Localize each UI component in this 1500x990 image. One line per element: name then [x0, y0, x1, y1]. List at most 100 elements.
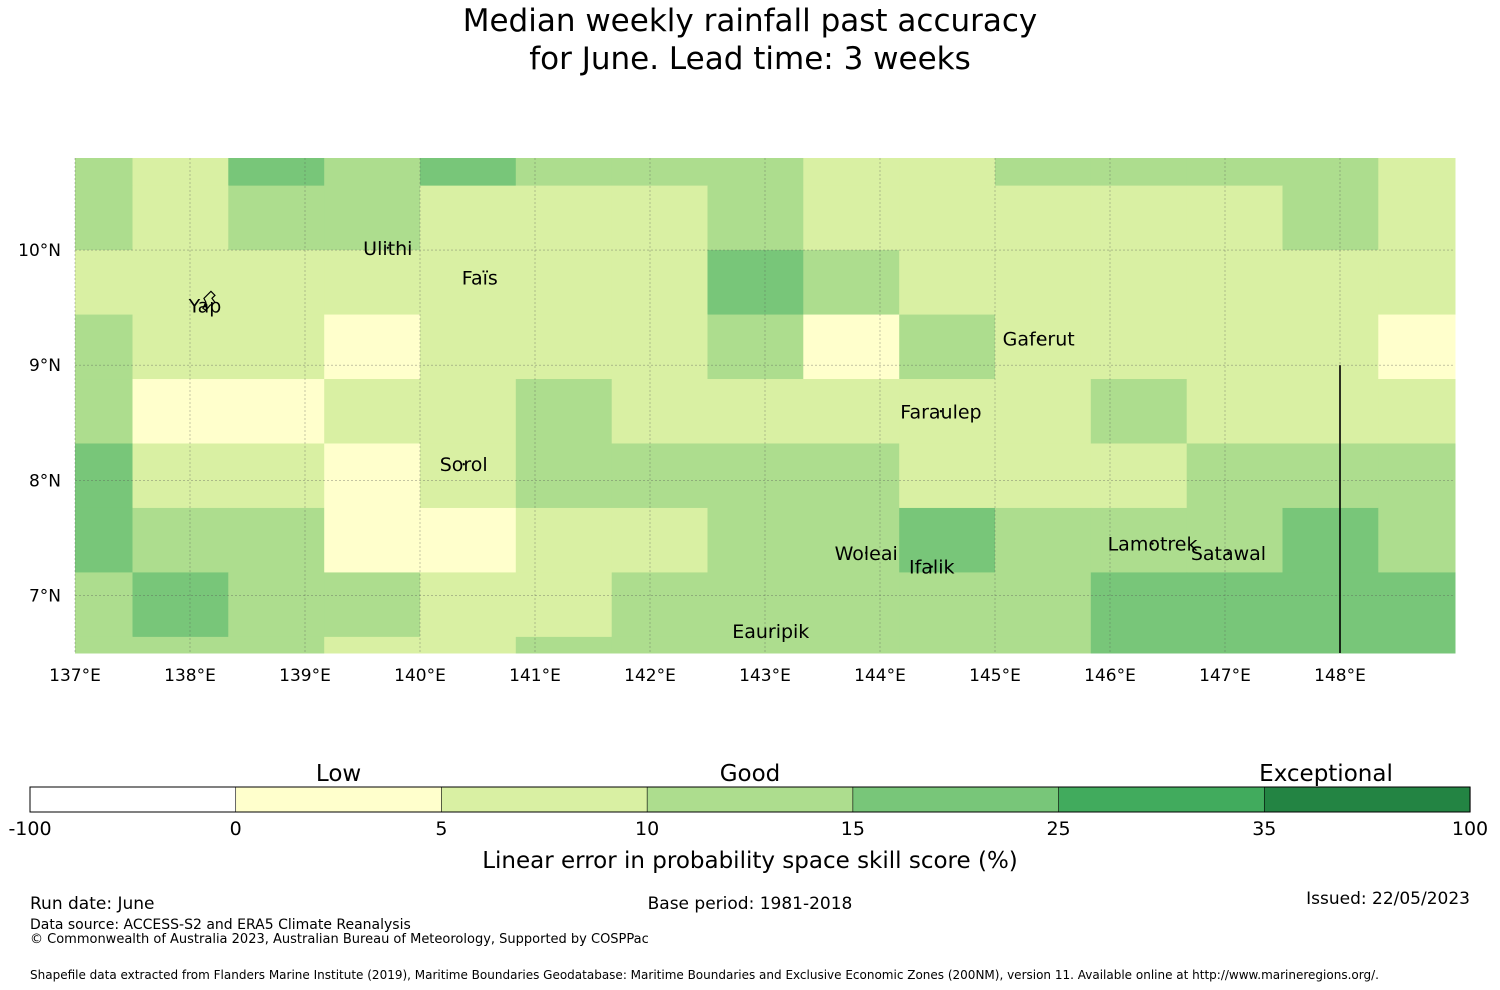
island-dot: [939, 410, 943, 413]
skill-cell: [132, 158, 229, 187]
skill-cell: [707, 250, 804, 316]
skill-cell: [75, 250, 133, 316]
island-dot: [1037, 337, 1040, 340]
skill-cell: [1186, 250, 1283, 316]
skill-cell: [1186, 158, 1283, 187]
skill-cell: [1090, 443, 1188, 509]
chart-title: Median weekly rainfall past accuracy for…: [0, 2, 1500, 78]
skill-cell: [899, 507, 996, 573]
colorbar-tick-label: 100: [1452, 818, 1488, 840]
skill-cell: [1378, 507, 1456, 573]
skill-cell: [995, 636, 1092, 654]
colorbar-tick-label: 35: [1252, 818, 1276, 840]
skill-cell: [420, 250, 517, 316]
skill-cell: [420, 443, 517, 509]
skill-cell: [611, 158, 708, 187]
skill-cell: [899, 250, 996, 316]
skill-cell: [707, 158, 804, 187]
skill-cell: [899, 572, 996, 638]
skill-cell: [1282, 443, 1379, 509]
skill-cell: [1090, 314, 1188, 380]
place-label: Faraulep: [900, 401, 981, 423]
skill-cell: [1186, 185, 1283, 251]
island-dot: [930, 565, 933, 568]
skill-cell: [1378, 250, 1456, 316]
skill-cell: [611, 636, 708, 654]
skill-cell: [228, 185, 325, 251]
colorbar-segment: [29, 786, 237, 813]
skill-cell: [1282, 507, 1379, 573]
lat-tick-label: 10°N: [18, 241, 61, 261]
skill-cell: [228, 443, 325, 509]
skill-cell: [75, 185, 133, 251]
lat-tick-label: 9°N: [29, 356, 61, 376]
skill-cell: [995, 572, 1092, 638]
lon-tick-label: 144°E: [854, 666, 906, 686]
skill-cell: [803, 636, 900, 654]
skill-cell: [324, 636, 421, 654]
skill-cell: [324, 379, 421, 444]
graticule: [74, 158, 1455, 653]
colorbar-segment: [852, 786, 1060, 813]
colorbar-category-label: Good: [720, 761, 781, 787]
lon-tick-label: 140°E: [394, 666, 446, 686]
skill-cell: [995, 507, 1092, 573]
skill-cell: [1090, 185, 1188, 251]
skill-cell: [1378, 379, 1456, 444]
skill-cell: [707, 507, 804, 573]
skill-cell: [1186, 636, 1283, 654]
skill-cell: [515, 443, 613, 509]
skill-cell: [611, 443, 708, 509]
skill-cell: [899, 185, 996, 251]
shapefile-credit: Shapefile data extracted from Flanders M…: [30, 968, 1379, 982]
skill-cell: [1090, 636, 1188, 654]
skill-grid-cells: [75, 158, 1456, 654]
skill-cell: [1378, 572, 1456, 638]
skill-cell: [995, 379, 1092, 444]
island-dot: [478, 276, 481, 279]
skill-cell: [1090, 379, 1188, 444]
skill-cell: [803, 250, 900, 316]
skill-cell: [1378, 158, 1456, 187]
skill-cell: [707, 572, 804, 638]
skill-cell: [1186, 379, 1283, 444]
colorbar-category-label: Low: [316, 761, 361, 787]
island-dot: [1151, 542, 1154, 545]
skill-cell: [995, 158, 1092, 187]
skill-cell: [995, 250, 1092, 316]
skill-cell: [324, 507, 421, 573]
skill-cell: [611, 250, 708, 316]
colorbar-tick-label: 15: [841, 818, 865, 840]
skill-cell: [1378, 185, 1456, 251]
skill-cell: [1282, 185, 1379, 251]
place-label: Gaferut: [1003, 329, 1075, 351]
skill-cell: [228, 314, 325, 380]
skill-cell: [611, 314, 708, 380]
skill-cell: [707, 314, 804, 380]
skill-cell: [1090, 507, 1188, 573]
skill-cell: [228, 636, 325, 654]
place-label: Sorol: [440, 454, 488, 476]
base-period: Base period: 1981-2018: [647, 894, 853, 914]
skill-cell: [611, 507, 708, 573]
run-date: Run date: June: [30, 894, 155, 914]
colorbar-segment: [646, 786, 854, 813]
colorbar: -100 0 5 10 15 25 35 100 Low Good Exceptional Linea…: [8, 761, 1488, 874]
skill-cell: [420, 185, 517, 251]
lon-tick-label: 143°E: [739, 666, 791, 686]
island-markers: [202, 246, 1230, 633]
skill-cell: [515, 636, 613, 654]
skill-cell: [132, 572, 229, 638]
skill-cell: [75, 379, 133, 444]
place-label: Eauripik: [732, 621, 809, 643]
skill-cell: [420, 636, 517, 654]
skill-cell: [75, 636, 133, 654]
colorbar-frame: [29, 786, 1471, 813]
skill-cell: [132, 443, 229, 509]
skill-cell: [803, 158, 900, 187]
skill-cell: [899, 314, 996, 380]
skill-cell: [228, 158, 325, 187]
colorbar-tick-label: -100: [8, 818, 51, 840]
skill-cell: [75, 572, 133, 638]
lon-tick-label: 142°E: [624, 666, 676, 686]
